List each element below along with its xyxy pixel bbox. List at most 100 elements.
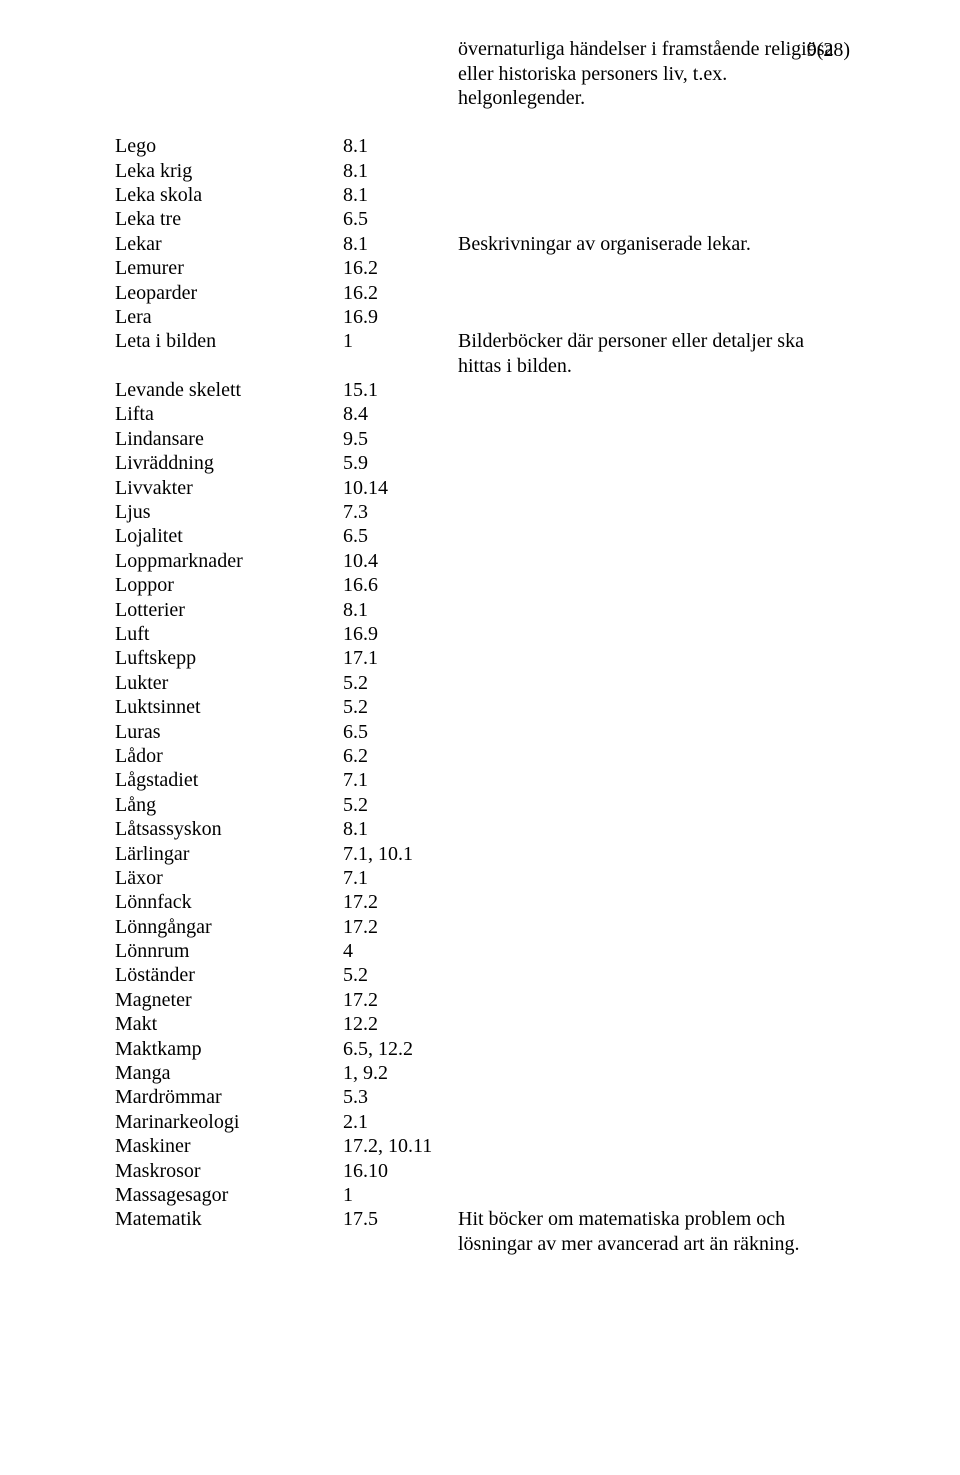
entry-row: Mardrömmar5.3: [115, 1085, 850, 1109]
entry-row: Magneter17.2: [115, 988, 850, 1012]
entry-row: Lojalitet6.5: [115, 524, 850, 548]
code: 6.5: [343, 524, 458, 548]
term: Läxor: [115, 866, 343, 890]
entry-row: Loppmarknader10.4: [115, 549, 850, 573]
term: Leka tre: [115, 207, 343, 231]
term: Massagesagor: [115, 1183, 343, 1207]
code: 17.5: [343, 1207, 458, 1231]
term: Lång: [115, 793, 343, 817]
term: Luras: [115, 720, 343, 744]
term: Lego: [115, 134, 343, 158]
term: Makt: [115, 1012, 343, 1036]
code: 10.14: [343, 476, 458, 500]
term: Maskrosor: [115, 1159, 343, 1183]
code: 6.5, 12.2: [343, 1037, 458, 1061]
term: Maktkamp: [115, 1037, 343, 1061]
entry-row: Lemurer16.2: [115, 256, 850, 280]
term: Luktsinnet: [115, 695, 343, 719]
entries-table: övernaturliga händelser i framstående re…: [115, 110, 850, 1256]
entry-row: Lång5.2: [115, 793, 850, 817]
code: 16.2: [343, 281, 458, 305]
entry-row: Lera16.9: [115, 305, 850, 329]
code: 5.2: [343, 695, 458, 719]
code: 5.2: [343, 671, 458, 695]
term: Låtsassyskon: [115, 817, 343, 841]
entry-row: Maktkamp6.5, 12.2: [115, 1037, 850, 1061]
code: 7.1, 10.1: [343, 842, 458, 866]
entry-row: Luft16.9: [115, 622, 850, 646]
term: Luft: [115, 622, 343, 646]
term: Leta i bilden: [115, 329, 343, 353]
entry-row: Ljus7.3: [115, 500, 850, 524]
term: Matematik: [115, 1207, 343, 1231]
term: Leoparder: [115, 281, 343, 305]
entry-row: Leoparder16.2: [115, 281, 850, 305]
entry-row: Lönnfack17.2: [115, 890, 850, 914]
term: Lindansare: [115, 427, 343, 451]
entry-row: Lindansare9.5: [115, 427, 850, 451]
code: 6.5: [343, 720, 458, 744]
entry-row: Matematik17.5Hit böcker om matematiska p…: [115, 1207, 850, 1256]
code: 9.5: [343, 427, 458, 451]
entry-row: Löständer5.2: [115, 963, 850, 987]
term: Lärlingar: [115, 842, 343, 866]
code: 8.1: [343, 598, 458, 622]
entry-row: Luktsinnet5.2: [115, 695, 850, 719]
code: 16.9: [343, 305, 458, 329]
term: Mardrömmar: [115, 1085, 343, 1109]
entry-row: Lönnrum4: [115, 939, 850, 963]
term: Levande skelett: [115, 378, 343, 402]
term: Lönnrum: [115, 939, 343, 963]
term: Manga: [115, 1061, 343, 1085]
code: 7.1: [343, 768, 458, 792]
term: Lifta: [115, 402, 343, 426]
code: 8.1: [343, 232, 458, 256]
entry-row: Lådor6.2: [115, 744, 850, 768]
term: Marinarkeologi: [115, 1110, 343, 1134]
code: 5.2: [343, 793, 458, 817]
term: Lotterier: [115, 598, 343, 622]
term: Lönngångar: [115, 915, 343, 939]
term: Magneter: [115, 988, 343, 1012]
entry-row: Lågstadiet7.1: [115, 768, 850, 792]
entry-row: Levande skelett15.1: [115, 378, 850, 402]
entry-row: Marinarkeologi2.1: [115, 1110, 850, 1134]
entry-row: Lönngångar17.2: [115, 915, 850, 939]
code: 5.2: [343, 963, 458, 987]
term: Lekar: [115, 232, 343, 256]
entry-row: Leta i bilden1Bilderböcker där personer …: [115, 329, 850, 378]
entry-row: Läxor7.1: [115, 866, 850, 890]
code: 16.10: [343, 1159, 458, 1183]
code: 1, 9.2: [343, 1061, 458, 1085]
term: Livräddning: [115, 451, 343, 475]
term: Lukter: [115, 671, 343, 695]
code: 17.2: [343, 890, 458, 914]
entry-row: Låtsassyskon8.1: [115, 817, 850, 841]
code: 17.1: [343, 646, 458, 670]
term: Lågstadiet: [115, 768, 343, 792]
code: 7.1: [343, 866, 458, 890]
page-number: 9(28): [807, 38, 850, 62]
term: Lera: [115, 305, 343, 329]
code: 17.2, 10.11: [343, 1134, 458, 1158]
term: Luftskepp: [115, 646, 343, 670]
term: Loppmarknader: [115, 549, 343, 573]
entry-row: Lifta8.4: [115, 402, 850, 426]
term: Leka krig: [115, 159, 343, 183]
entry-row: Maskrosor16.10: [115, 1159, 850, 1183]
term: Maskiner: [115, 1134, 343, 1158]
entry-row: Lekar8.1Beskrivningar av organiserade le…: [115, 232, 850, 256]
code: 5.9: [343, 451, 458, 475]
code: 2.1: [343, 1110, 458, 1134]
code: 12.2: [343, 1012, 458, 1036]
code: 8.1: [343, 134, 458, 158]
code: 8.1: [343, 159, 458, 183]
code: 16.2: [343, 256, 458, 280]
entry-row: Livvakter10.14: [115, 476, 850, 500]
description: Beskrivningar av organiserade lekar.: [458, 232, 850, 256]
code: 5.3: [343, 1085, 458, 1109]
term: Lemurer: [115, 256, 343, 280]
term: Ljus: [115, 500, 343, 524]
term: Löständer: [115, 963, 343, 987]
entry-row: Luftskepp17.1: [115, 646, 850, 670]
